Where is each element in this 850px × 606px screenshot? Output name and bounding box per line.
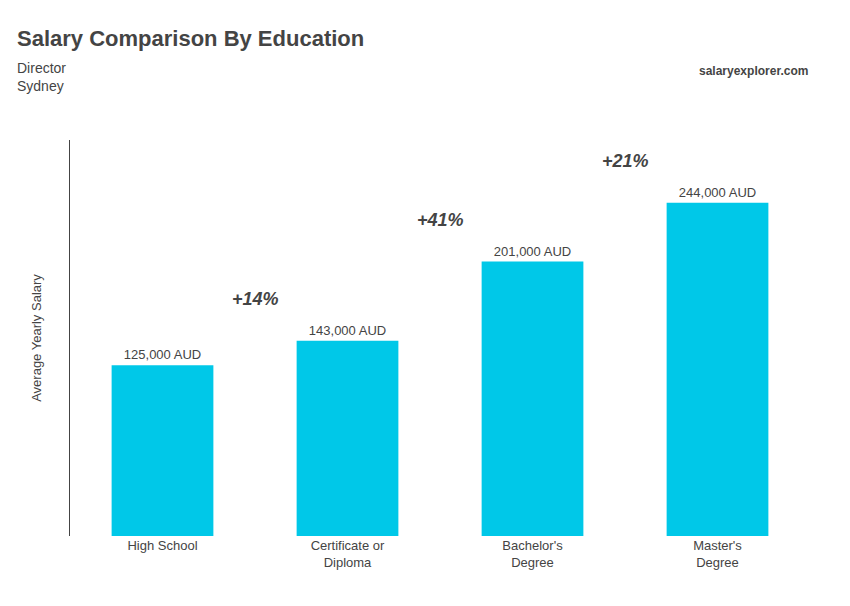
- svg-text:201,000 AUD: 201,000 AUD: [494, 244, 571, 259]
- svg-text:125,000 AUD: 125,000 AUD: [124, 347, 201, 362]
- svg-text:High School: High School: [127, 538, 197, 553]
- svg-text:Average Yearly Salary: Average Yearly Salary: [29, 274, 44, 402]
- svg-text:+21%: +21%: [602, 151, 649, 171]
- svg-text:Bachelor'sDegree: Bachelor'sDegree: [502, 538, 563, 570]
- svg-text:Master'sDegree: Master'sDegree: [693, 538, 742, 570]
- svg-text:+41%: +41%: [417, 210, 464, 230]
- svg-text:Salary Comparison By Education: Salary Comparison By Education: [17, 26, 364, 51]
- svg-text:Certificate orDiploma: Certificate orDiploma: [311, 538, 385, 570]
- svg-text:DirectorSydney: DirectorSydney: [17, 60, 66, 94]
- svg-text:+14%: +14%: [232, 289, 279, 309]
- svg-text:salaryexplorer.com: salaryexplorer.com: [699, 64, 808, 78]
- svg-text:143,000 AUD: 143,000 AUD: [309, 323, 386, 338]
- svg-text:244,000 AUD: 244,000 AUD: [679, 185, 756, 200]
